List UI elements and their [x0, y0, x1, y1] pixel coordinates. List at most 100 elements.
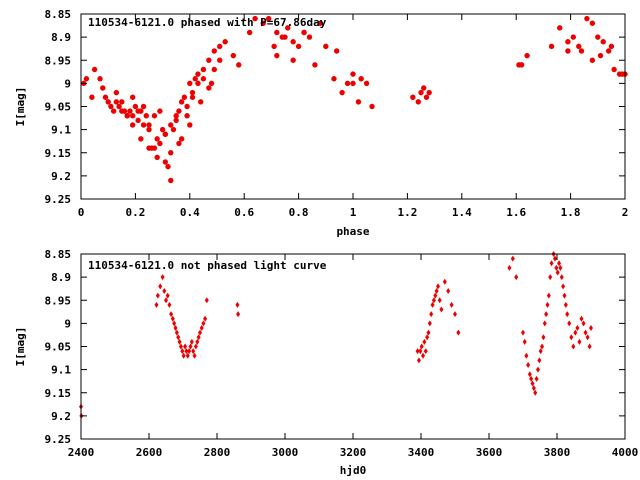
data-point	[431, 297, 436, 304]
data-point	[534, 375, 539, 382]
data-point	[554, 264, 559, 271]
data-point	[165, 292, 170, 299]
data-point	[180, 348, 185, 355]
data-point	[559, 274, 564, 281]
data-point	[177, 338, 182, 345]
data-point	[176, 108, 182, 114]
y-tick-label: 9	[64, 317, 71, 330]
data-point	[587, 343, 592, 350]
data-point	[187, 348, 192, 355]
data-point	[97, 76, 103, 82]
data-point	[236, 311, 241, 318]
x-tick-label: 3800	[544, 446, 571, 459]
data-point	[561, 283, 566, 290]
data-point	[555, 269, 560, 276]
data-point	[168, 122, 174, 128]
data-point	[569, 334, 574, 341]
data-point	[549, 260, 554, 267]
data-point	[105, 99, 111, 105]
data-point	[189, 338, 194, 345]
data-point	[192, 352, 197, 359]
data-point	[170, 315, 175, 322]
data-point	[524, 52, 530, 59]
data-point	[135, 108, 141, 114]
data-point	[323, 43, 329, 50]
data-point	[410, 94, 416, 100]
data-point	[124, 113, 130, 119]
x-tick-label: 1.6	[506, 206, 526, 219]
data-point	[162, 288, 167, 294]
data-point	[595, 34, 601, 40]
data-point	[154, 136, 160, 142]
data-point	[552, 255, 557, 262]
data-point	[129, 94, 136, 100]
data-point	[189, 94, 196, 100]
data-point	[439, 306, 444, 313]
plot-frame	[80, 13, 626, 200]
data-point	[312, 62, 318, 68]
data-point	[206, 85, 212, 91]
y-tick-label: 8.95	[45, 294, 72, 307]
data-point	[576, 43, 582, 50]
data-point	[129, 122, 136, 128]
y-tick-label: 8.85	[45, 248, 72, 261]
y-tick-label: 8.9	[51, 271, 71, 284]
data-point	[140, 122, 147, 128]
data-point	[507, 264, 512, 271]
data-point	[184, 348, 189, 355]
data-point	[168, 177, 174, 184]
data-point	[193, 343, 198, 350]
data-point	[578, 48, 585, 54]
data-point	[198, 329, 202, 336]
data-point	[146, 122, 152, 128]
data-point	[421, 352, 426, 359]
data-point	[211, 66, 217, 73]
x-tick-label: 3400	[408, 446, 435, 459]
data-point	[541, 334, 546, 341]
data-point	[192, 76, 198, 82]
data-point	[589, 57, 596, 63]
data-point	[217, 43, 223, 50]
data-point	[83, 76, 90, 82]
y-tick-label: 9.2	[51, 410, 71, 423]
unphased-light-curve-plot: 2400 2600 2800 3000 3200 3400 3600 3800 4000 8.8…	[14, 248, 638, 477]
data-point	[176, 334, 181, 341]
x-tick-label: 2400	[68, 446, 95, 459]
data-point	[585, 334, 590, 341]
data-point	[565, 311, 570, 318]
data-point	[415, 348, 420, 355]
data-point	[558, 264, 563, 271]
data-point	[344, 80, 351, 87]
data-point	[146, 126, 152, 133]
data-point	[522, 338, 527, 345]
data-point	[100, 85, 106, 91]
data-point	[434, 288, 439, 294]
data-point	[527, 371, 532, 378]
data-point	[530, 380, 535, 387]
data-point	[169, 311, 174, 318]
data-point	[165, 163, 171, 170]
y-tick-label: 9.25	[45, 433, 72, 446]
y-tick-label: 9	[64, 77, 71, 90]
data-point	[437, 297, 442, 304]
data-point	[619, 71, 625, 77]
data-point	[600, 39, 606, 45]
data-point	[295, 43, 302, 50]
data-point	[514, 274, 519, 281]
data-point	[331, 76, 337, 82]
data-point	[158, 283, 163, 290]
x-tick-labels: 2400 2600 2800 3000 3200 3400 3600 3800 4000	[68, 446, 639, 459]
y-tick-label: 9.1	[51, 124, 71, 137]
data-point	[195, 71, 201, 77]
data-point	[173, 117, 179, 124]
data-point	[449, 301, 454, 308]
data-point	[548, 274, 553, 281]
data-point	[143, 113, 149, 119]
data-point	[252, 15, 258, 22]
x-tick-labels: 0 0.2 0.4 0.6 0.8 1 1.2 1.4 1.6 1.8 2	[78, 206, 629, 219]
data-point	[174, 329, 179, 336]
data-point	[271, 43, 277, 50]
data-point	[110, 108, 117, 114]
data-point	[542, 320, 547, 327]
